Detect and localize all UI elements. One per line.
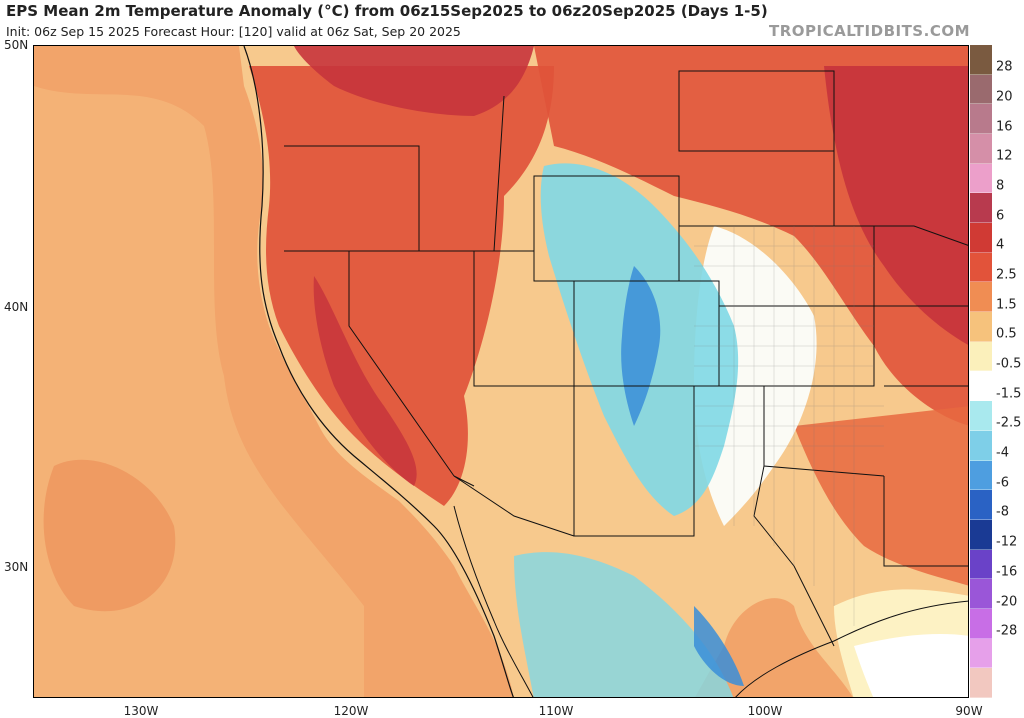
lat-label-30n: 30N	[4, 560, 29, 574]
gulf-water	[854, 634, 968, 697]
colorbar-label: 1.5	[996, 297, 1017, 313]
colorbar-label: -20	[996, 594, 1018, 610]
warm-anomaly-south	[794, 406, 968, 586]
colorbar-label: 8	[996, 178, 1005, 194]
coastline	[243, 46, 514, 697]
colorbar-cell	[970, 638, 992, 669]
colorbar-label: 20	[996, 89, 1013, 105]
baja-coast	[453, 505, 534, 697]
colorbar-cell	[970, 490, 992, 520]
lon-label-120w: 120W	[333, 704, 369, 718]
cold-anomaly-mexico	[694, 606, 744, 686]
colorbar-label: -8	[996, 504, 1009, 520]
colorbar-cell	[970, 312, 992, 342]
chart-title: EPS Mean 2m Temperature Anomaly (°C) fro…	[6, 2, 768, 20]
county-grid	[694, 226, 884, 626]
source-credit: TROPICALTIDBITS.COM	[769, 22, 970, 40]
colorbar-cell	[970, 134, 992, 164]
colorbar-label: -2.5	[996, 415, 1022, 431]
lat-label-40n: 40N	[4, 300, 29, 314]
warm-anomaly-west	[249, 66, 554, 506]
colorbar-cell	[970, 668, 992, 698]
colorbar-cell	[970, 401, 992, 431]
colorbar-label: 28	[996, 59, 1013, 75]
colorbar-cell	[970, 45, 992, 75]
gulf-coast	[735, 600, 968, 697]
colorbar-label: 4	[996, 237, 1005, 253]
colorbar-label: -0.5	[996, 356, 1022, 372]
colorbar-label: -16	[996, 564, 1018, 580]
colorbar-cell	[970, 460, 992, 491]
hot-anomaly-northwest	[294, 46, 534, 116]
colorbar-cell	[970, 223, 992, 253]
anomaly-map	[33, 45, 969, 698]
offshore-cool-patch	[43, 459, 176, 612]
lon-label-100w: 100W	[747, 704, 783, 718]
colorbar-cell	[970, 519, 992, 550]
colorbar-label: 0.5	[996, 326, 1017, 342]
hot-anomaly-upper-midwest	[824, 66, 968, 345]
colorbar-label: -6	[996, 475, 1009, 491]
colorbar-cell	[970, 74, 992, 105]
colorbar-cell	[970, 371, 992, 402]
lon-label-90w: 90W	[955, 704, 983, 718]
colorbar-label: 6	[996, 208, 1005, 224]
colorbar-label: 12	[996, 148, 1013, 164]
colorbar-cell	[970, 341, 992, 372]
cool-anomaly-mexico	[514, 552, 734, 697]
colorbar-label: -1.5	[996, 386, 1022, 402]
colorbar-cell	[970, 608, 992, 639]
lon-label-130w: 130W	[123, 704, 159, 718]
chart-subtitle: Init: 06z Sep 15 2025 Forecast Hour: [12…	[6, 24, 461, 39]
colorbar-cell	[970, 579, 992, 609]
colorbar-label: 2.5	[996, 267, 1017, 283]
colorbar-cell	[970, 252, 992, 283]
colorbar-cell	[970, 163, 992, 194]
state-borders	[284, 70, 968, 647]
lat-label-50n: 50N	[4, 38, 29, 52]
colorbar-cell	[970, 430, 992, 461]
colorbar-label: 16	[996, 119, 1013, 135]
neutral-anomaly-plains	[694, 226, 817, 526]
colorbar-cell	[970, 282, 992, 313]
colorbar-cell	[970, 104, 992, 135]
colorbar-label: -28	[996, 623, 1018, 639]
lon-label-110w: 110W	[538, 704, 574, 718]
colorbar-cell	[970, 549, 992, 580]
hot-anomaly-california	[313, 276, 417, 486]
colorbar-label: -12	[996, 534, 1018, 550]
colorbar-label: -4	[996, 445, 1009, 461]
colorbar-cell	[970, 193, 992, 224]
